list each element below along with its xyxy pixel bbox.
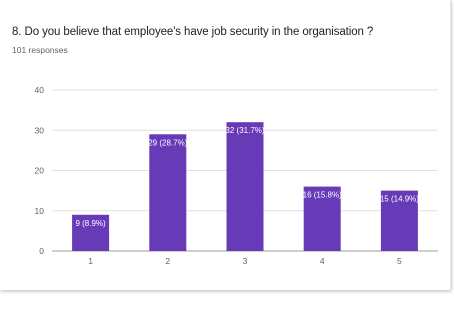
x-tick-label: 2 <box>165 256 170 266</box>
x-tick-label: 4 <box>320 256 325 266</box>
response-summary-card: 8. Do you believe that employee's have j… <box>12 0 451 290</box>
y-axis-ticks: 0 10 20 30 40 <box>35 85 45 256</box>
x-tick-label: 1 <box>88 256 93 266</box>
y-tick-label: 40 <box>35 85 45 95</box>
bar-data-label: 9 (8.9%) <box>75 219 106 228</box>
y-tick-label: 0 <box>39 246 44 256</box>
question-title: 8. Do you believe that employee's have j… <box>12 26 374 38</box>
bar-data-label: 29 (28.7%) <box>148 138 187 147</box>
bar-chart: 0 10 20 30 40 9 (8.9%) 29 (28.7%) 32 (31.7%) 16… <box>35 85 438 266</box>
response-count: 101 responses <box>12 45 68 55</box>
bar-data-label: 32 (31.7%) <box>225 126 264 135</box>
x-tick-label: 5 <box>397 256 402 266</box>
bar-2[interactable] <box>149 134 187 251</box>
y-tick-label: 20 <box>35 166 45 176</box>
bar-data-label: 15 (14.9%) <box>380 195 419 204</box>
x-axis-ticks: 1 2 3 4 5 <box>88 256 402 266</box>
x-tick-label: 3 <box>243 256 248 266</box>
bar-3[interactable] <box>226 122 264 251</box>
bar-data-labels: 9 (8.9%) 29 (28.7%) 32 (31.7%) 16 (15.8%) 15… <box>75 126 419 228</box>
bar-4[interactable] <box>303 186 341 251</box>
bar-5[interactable] <box>380 190 418 251</box>
bars <box>72 122 418 251</box>
y-tick-label: 10 <box>35 206 45 216</box>
bar-data-label: 16 (15.8%) <box>303 191 342 200</box>
y-tick-label: 30 <box>35 125 45 135</box>
bar-1[interactable] <box>72 214 110 251</box>
